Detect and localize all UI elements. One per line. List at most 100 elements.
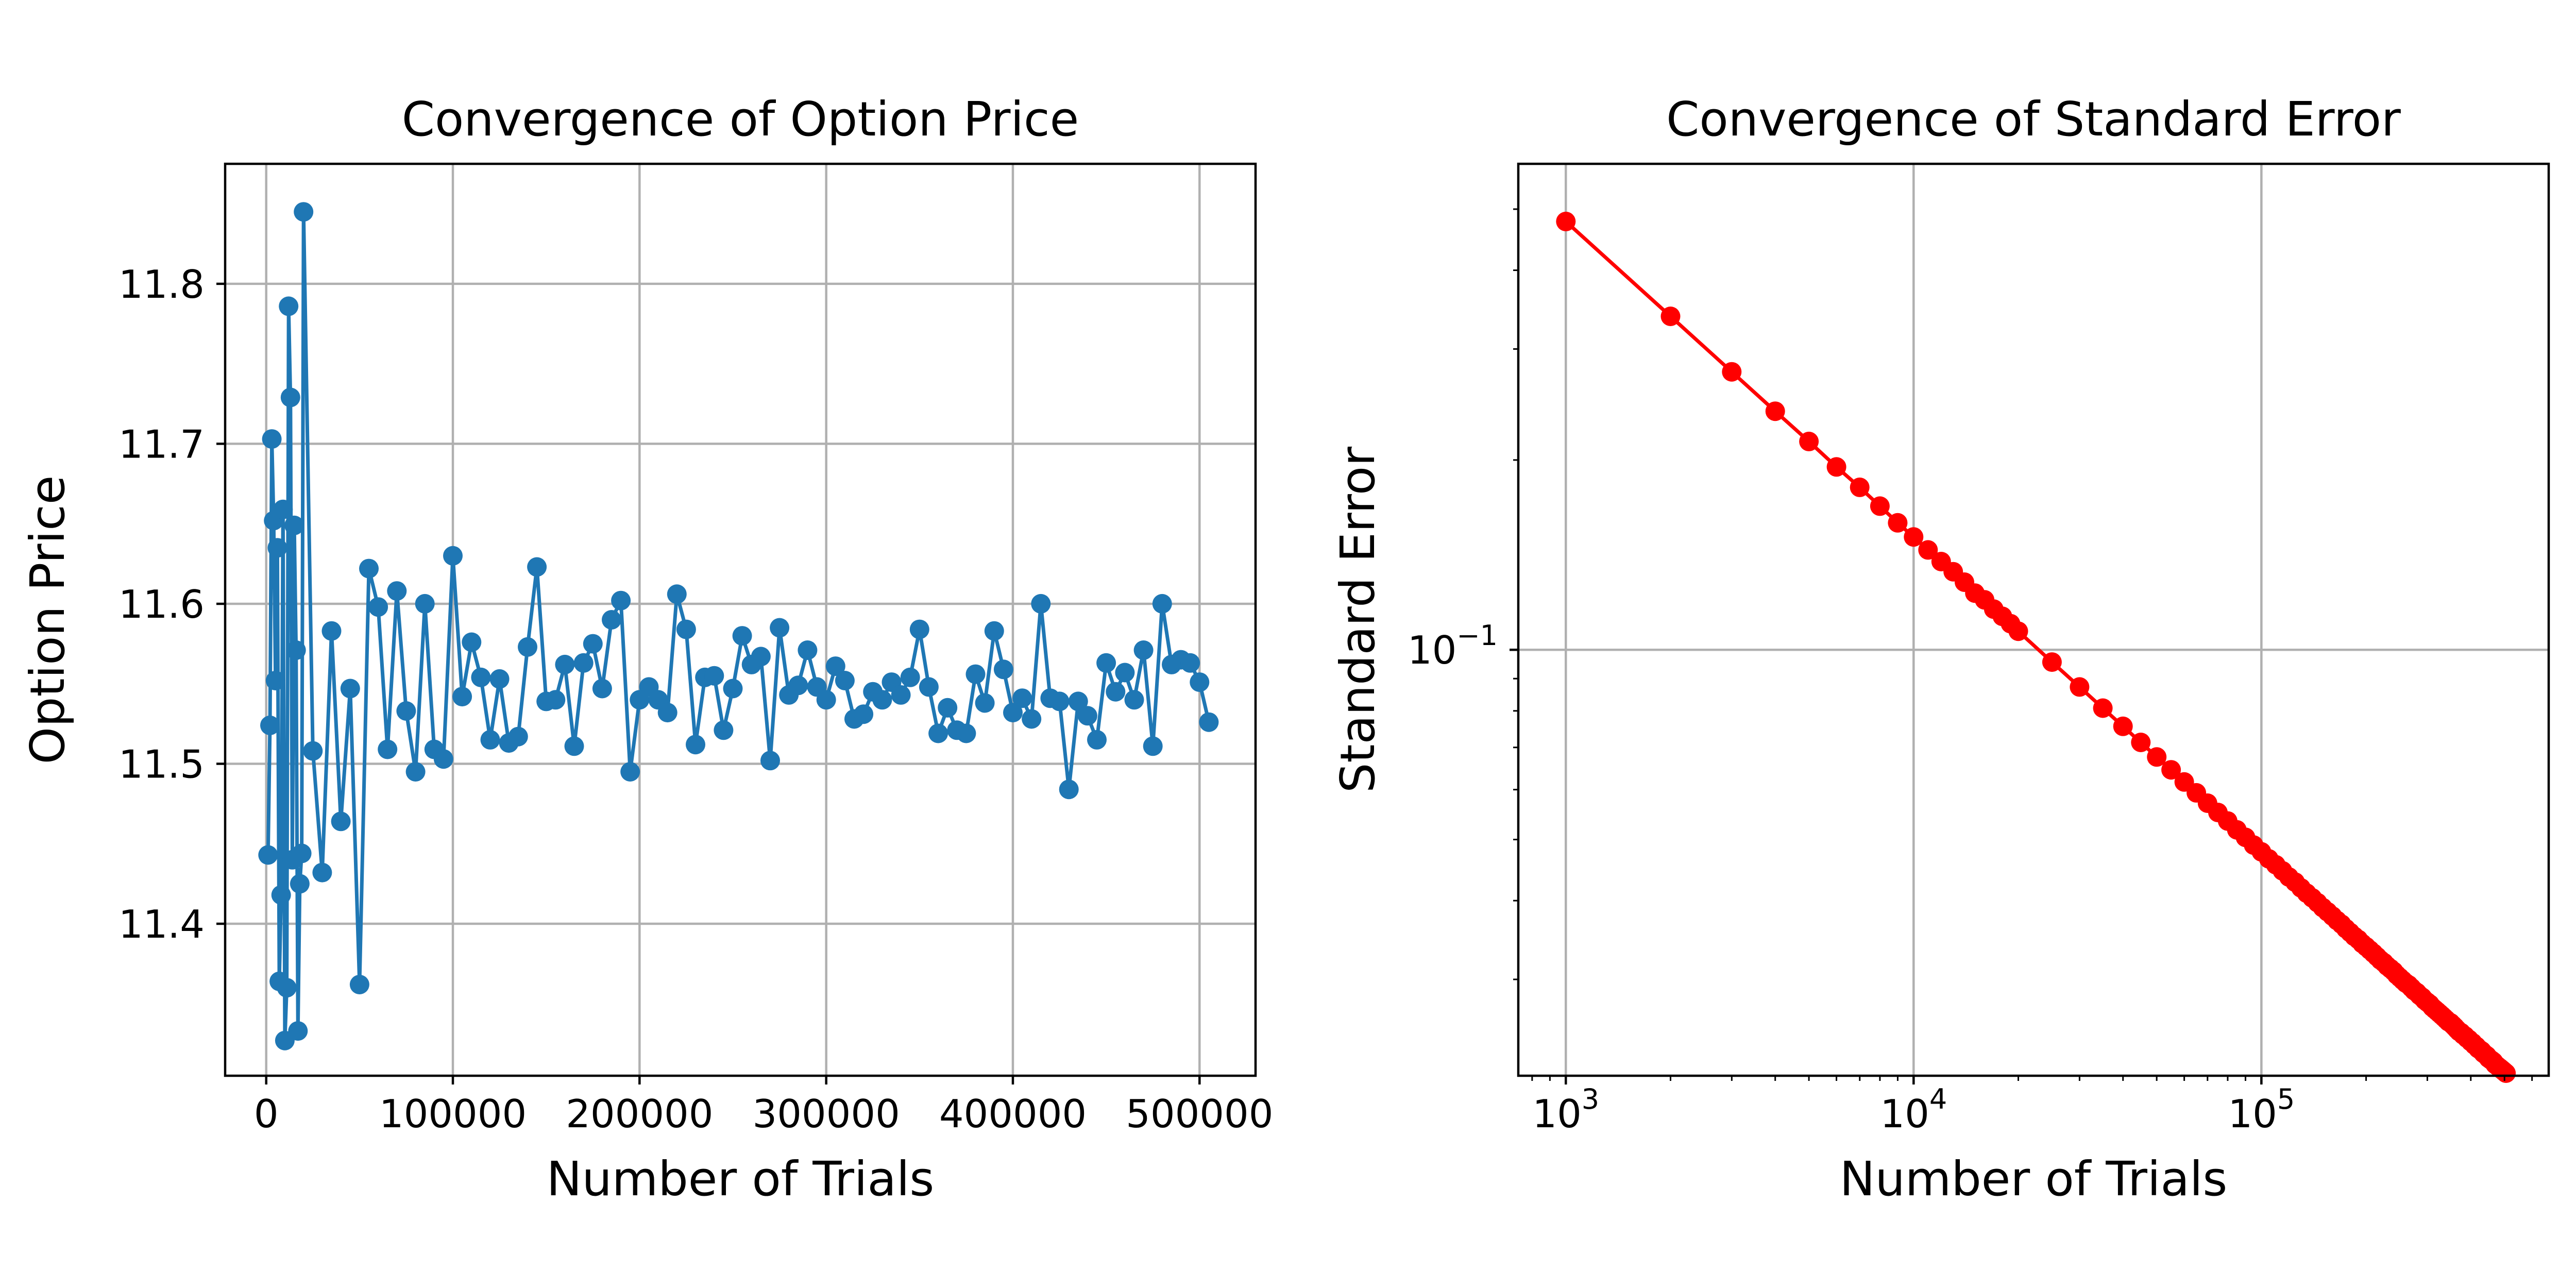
data-point	[564, 736, 584, 756]
data-point	[368, 597, 388, 617]
x-axis-label: Number of Trials	[1840, 1151, 2228, 1207]
data-point	[751, 647, 771, 667]
data-point	[965, 664, 986, 684]
data-point	[546, 690, 566, 710]
data-point	[583, 634, 603, 654]
data-point	[1888, 513, 1908, 533]
series-line	[266, 210, 1211, 1043]
data-point	[267, 538, 287, 558]
data-point	[462, 632, 482, 652]
data-point	[405, 762, 426, 782]
data-point	[2113, 716, 2133, 736]
data-point	[1918, 540, 1938, 560]
data-point	[1106, 682, 1126, 702]
data-point	[1826, 457, 1846, 477]
standard-error-chart: 103 104 105 10−1 Convergence of Standard Er…	[1330, 92, 2550, 1207]
data-point	[2042, 652, 2062, 672]
data-point	[277, 978, 297, 998]
plot-frame	[224, 162, 1257, 1077]
data-point	[928, 723, 948, 743]
data-point	[825, 656, 845, 676]
data-point	[798, 640, 818, 660]
data-point	[620, 762, 640, 782]
data-point	[657, 703, 677, 723]
data-point	[489, 669, 510, 689]
data-point	[471, 667, 491, 687]
option-price-chart: 0 100000 200000 300000 400000 500000 11.4 11.5 1…	[20, 92, 1273, 1207]
data-point	[984, 621, 1004, 641]
x-axis-label: Number of Trials	[547, 1151, 935, 1207]
data-point	[770, 618, 790, 638]
data-point	[900, 667, 920, 687]
data-point	[975, 693, 995, 713]
x-tick-label: 200000	[566, 1091, 713, 1137]
data-point	[273, 499, 293, 519]
data-point	[2131, 733, 2151, 752]
data-point	[1031, 594, 1051, 614]
data-point	[1115, 663, 1135, 683]
data-point	[686, 735, 705, 755]
data-point	[480, 730, 500, 750]
data-point	[835, 671, 855, 690]
data-point	[723, 679, 743, 699]
data-point	[1068, 691, 1088, 711]
data-point	[938, 698, 958, 718]
chart-title: Convergence of Option Price	[402, 92, 1079, 147]
data-point	[286, 640, 306, 660]
data-point	[288, 1021, 308, 1041]
data-point	[303, 741, 323, 761]
y-tick-label: 11.5	[118, 741, 205, 787]
data-point	[1190, 672, 1210, 692]
data-point	[1012, 688, 1032, 708]
data-point	[260, 715, 280, 735]
data-point	[279, 296, 299, 316]
data-point	[1124, 690, 1144, 710]
chart-title: Convergence of Standard Error	[1666, 92, 2401, 147]
data-point	[290, 874, 310, 894]
data-point	[452, 687, 472, 707]
plot-frame	[1517, 162, 2550, 1077]
data-point	[2070, 677, 2090, 697]
data-point	[1556, 211, 1576, 231]
data-point	[292, 843, 312, 863]
data-point	[265, 671, 285, 690]
data-point	[359, 558, 379, 579]
data-point	[1870, 496, 1890, 516]
data-point	[1143, 736, 1163, 756]
x-tick-label: 0	[254, 1091, 279, 1137]
data-point	[1077, 706, 1097, 726]
data-point	[1022, 709, 1042, 729]
data-point	[349, 975, 369, 994]
data-point	[555, 654, 575, 674]
data-point	[378, 739, 398, 759]
y-tick-label: 11.4	[118, 902, 205, 947]
data-point	[387, 581, 407, 601]
x-tick-label: 105	[2228, 1083, 2295, 1137]
data-point	[854, 704, 874, 724]
x-tick-label: 104	[1880, 1083, 1947, 1137]
data-point	[573, 653, 594, 673]
data-point	[714, 720, 734, 740]
data-point	[443, 546, 463, 566]
data-point	[760, 751, 780, 771]
data-point	[909, 619, 929, 639]
data-point	[284, 515, 304, 535]
data-point	[262, 429, 282, 449]
data-point	[2147, 747, 2167, 767]
x-tick-label: 103	[1532, 1083, 1599, 1137]
data-point	[592, 679, 612, 699]
x-tick-label: 300000	[753, 1091, 900, 1137]
y-tick-label: 10−1	[1408, 619, 1498, 673]
data-point	[919, 677, 939, 697]
data-point	[872, 690, 892, 710]
y-tick-label: 11.8	[118, 262, 205, 307]
data-point	[704, 666, 724, 686]
data-point	[611, 590, 631, 611]
data-point	[280, 387, 300, 408]
data-point	[294, 202, 314, 222]
data-point	[1096, 653, 1116, 673]
data-point	[1850, 477, 1870, 497]
data-point	[340, 679, 360, 699]
data-point	[1765, 401, 1785, 421]
data-point	[891, 685, 911, 705]
